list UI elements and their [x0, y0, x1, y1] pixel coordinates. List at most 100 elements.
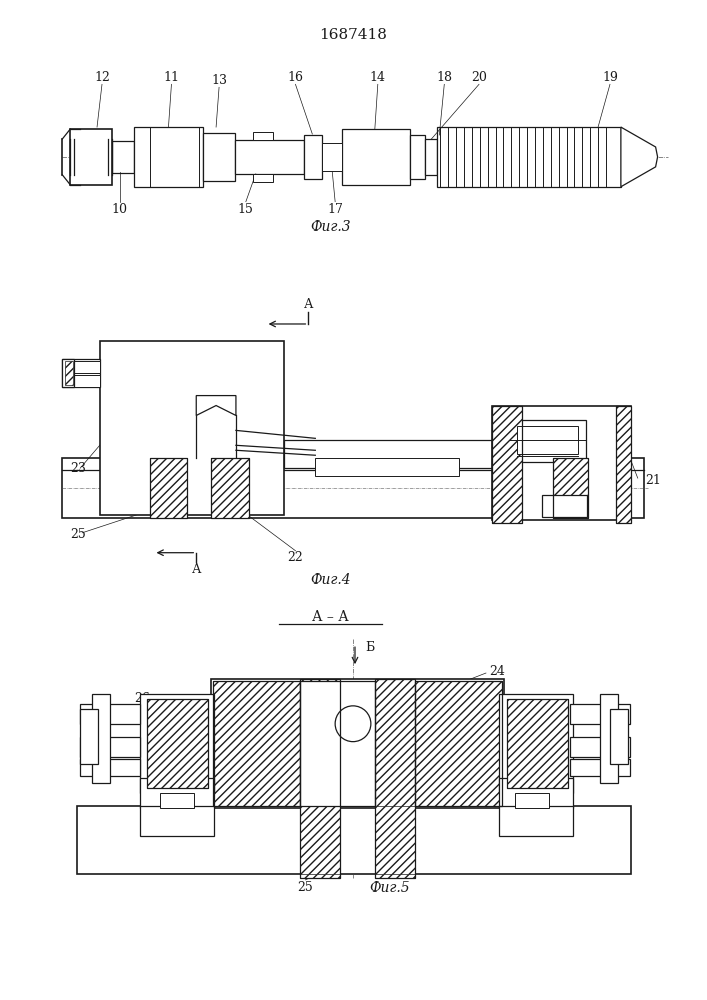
- Bar: [74, 375, 100, 387]
- Bar: [211, 458, 249, 518]
- Bar: [253, 132, 273, 140]
- Bar: [62, 458, 643, 518]
- Bar: [211, 458, 249, 518]
- Bar: [507, 699, 568, 788]
- Bar: [300, 679, 340, 878]
- Bar: [62, 359, 74, 387]
- Text: А: А: [303, 298, 313, 311]
- Text: 24: 24: [489, 665, 505, 678]
- Bar: [134, 127, 203, 187]
- Bar: [253, 174, 273, 182]
- Bar: [213, 681, 300, 806]
- Text: Б: Б: [365, 641, 374, 654]
- Text: Фиг.5: Фиг.5: [369, 881, 410, 895]
- Bar: [554, 458, 588, 518]
- Bar: [160, 793, 194, 808]
- Bar: [150, 458, 187, 518]
- Text: 11: 11: [163, 71, 180, 84]
- Text: А – А: А – А: [312, 610, 349, 624]
- Bar: [140, 778, 214, 808]
- Bar: [517, 426, 578, 454]
- Text: 26: 26: [134, 692, 150, 705]
- Bar: [235, 140, 305, 174]
- Text: Фиг.3: Фиг.3: [310, 220, 351, 234]
- Bar: [571, 737, 630, 757]
- Text: 19: 19: [602, 71, 618, 84]
- Bar: [542, 495, 587, 517]
- Bar: [438, 127, 621, 187]
- Bar: [409, 135, 426, 179]
- Bar: [80, 704, 140, 724]
- Bar: [77, 806, 631, 874]
- Bar: [414, 681, 502, 806]
- Bar: [213, 681, 300, 806]
- Bar: [100, 341, 284, 515]
- Bar: [515, 793, 549, 808]
- Bar: [80, 759, 140, 776]
- Bar: [554, 458, 588, 518]
- Text: 22: 22: [288, 551, 303, 564]
- Text: 10: 10: [112, 203, 128, 216]
- Text: А: А: [192, 563, 201, 576]
- Text: 21: 21: [645, 474, 662, 487]
- Bar: [305, 135, 322, 179]
- Bar: [62, 359, 100, 387]
- Text: 23: 23: [70, 462, 86, 475]
- Bar: [80, 737, 140, 757]
- Bar: [284, 440, 492, 468]
- Text: 15: 15: [238, 203, 254, 216]
- Bar: [300, 806, 340, 874]
- Bar: [426, 139, 438, 175]
- Bar: [140, 694, 214, 793]
- Bar: [375, 679, 414, 878]
- Bar: [322, 143, 342, 171]
- Bar: [211, 679, 504, 808]
- Bar: [600, 694, 618, 783]
- Bar: [610, 709, 628, 764]
- Text: 14: 14: [370, 71, 386, 84]
- Bar: [150, 458, 187, 518]
- Text: 20: 20: [471, 71, 487, 84]
- Bar: [112, 141, 134, 173]
- Bar: [92, 694, 110, 783]
- Text: 25: 25: [70, 528, 86, 541]
- Bar: [375, 806, 414, 874]
- Bar: [70, 129, 112, 185]
- Bar: [300, 681, 375, 806]
- Bar: [146, 699, 208, 788]
- Bar: [300, 679, 340, 878]
- Bar: [414, 681, 502, 806]
- Text: 25: 25: [298, 881, 313, 894]
- Text: 13: 13: [211, 74, 227, 87]
- Bar: [203, 133, 235, 181]
- Bar: [140, 806, 214, 836]
- Bar: [211, 458, 249, 518]
- Bar: [571, 704, 630, 724]
- Bar: [74, 361, 100, 373]
- Bar: [499, 806, 573, 836]
- Polygon shape: [621, 127, 658, 187]
- Text: 12: 12: [94, 71, 110, 84]
- Bar: [492, 406, 631, 520]
- Text: 17: 17: [327, 203, 343, 216]
- Bar: [499, 778, 573, 808]
- Bar: [507, 699, 568, 788]
- Bar: [146, 699, 208, 788]
- Bar: [315, 458, 459, 476]
- Bar: [499, 694, 573, 793]
- Text: Фиг.4: Фиг.4: [310, 573, 351, 587]
- Bar: [62, 364, 74, 382]
- Bar: [492, 406, 522, 523]
- Polygon shape: [197, 396, 236, 415]
- Text: 16: 16: [288, 71, 303, 84]
- Text: 1687418: 1687418: [319, 28, 387, 42]
- Bar: [150, 458, 187, 518]
- Bar: [65, 361, 74, 385]
- Bar: [509, 420, 586, 462]
- Bar: [492, 406, 522, 523]
- Bar: [80, 709, 98, 764]
- Text: 18: 18: [436, 71, 452, 84]
- Bar: [616, 406, 631, 523]
- Bar: [571, 759, 630, 776]
- Bar: [375, 679, 414, 878]
